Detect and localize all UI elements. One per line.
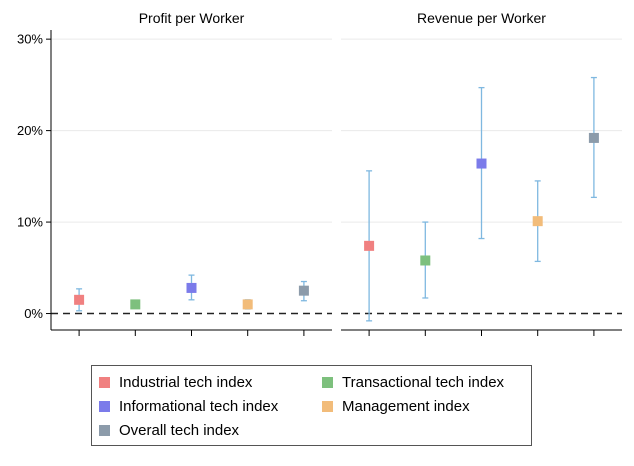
legend-swatch-management: [322, 401, 333, 412]
panel-2-informational-tech-index-point: [476, 158, 487, 169]
legend-label-transactional: Transactional tech index: [342, 374, 505, 391]
panel-2-title: Revenue per Worker: [417, 10, 546, 26]
legend-label-industrial: Industrial tech index: [119, 374, 253, 391]
panel-1-informational-tech-index-point: [186, 282, 197, 293]
y-tick-label: 10%: [17, 215, 43, 230]
legend-item-overall: Overall tech index: [99, 422, 239, 439]
legend-swatch-industrial: [99, 377, 110, 388]
legend-swatch-transactional: [322, 377, 333, 388]
y-tick-label: 20%: [17, 123, 43, 138]
legend-swatch-informational: [99, 401, 110, 412]
legend-label-overall: Overall tech index: [119, 422, 240, 439]
legend-item-industrial: Industrial tech index: [99, 374, 252, 391]
panel-2-management-index-point: [532, 216, 543, 227]
legend-swatch-overall: [99, 425, 110, 436]
panel-2-transactional-tech-index-point: [420, 255, 431, 266]
y-tick-label: 30%: [17, 32, 43, 47]
panel-1-industrial-tech-index-point: [74, 294, 85, 305]
panel-2-industrial-tech-index-point: [364, 240, 375, 251]
chart-canvas: Profit per Worker Revenue per Worker 0% 10%…: [17, 10, 622, 336]
legend-item-transactional: Transactional tech index: [322, 374, 504, 391]
legend-label-management: Management index: [342, 398, 470, 415]
legend-label-informational: Informational tech index: [119, 398, 279, 415]
legend-item-management: Management index: [322, 398, 470, 415]
legend: Industrial tech index Transactional tech…: [91, 365, 532, 446]
panel-1-transactional-tech-index-point: [130, 299, 141, 310]
panel-2-overall-tech-index-point: [588, 132, 599, 143]
panel-1-overall-tech-index-point: [298, 285, 309, 296]
y-tick-label: 0%: [24, 306, 43, 321]
panel-1-management-index-point: [242, 299, 253, 310]
panel-1-title: Profit per Worker: [139, 10, 245, 26]
legend-item-informational: Informational tech index: [99, 398, 278, 415]
